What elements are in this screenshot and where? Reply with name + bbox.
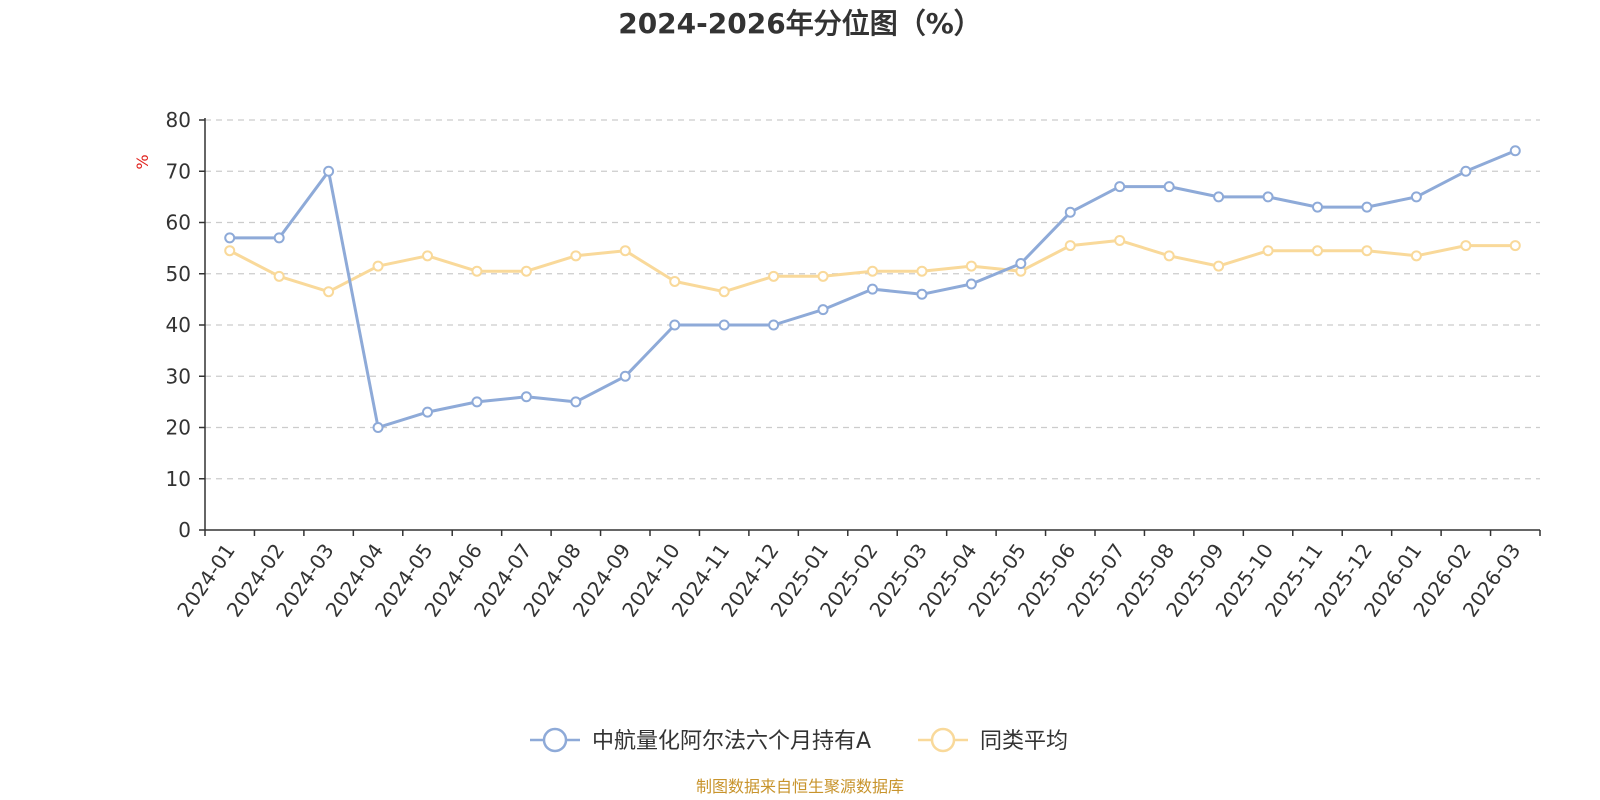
data-point[interactable] — [817, 270, 829, 282]
data-point[interactable] — [1114, 181, 1126, 193]
y-tick-label: 80 — [166, 108, 191, 132]
data-point[interactable] — [520, 265, 532, 277]
data-point[interactable] — [372, 422, 384, 433]
data-point[interactable] — [718, 319, 730, 331]
data-point[interactable] — [1460, 165, 1472, 177]
data-point[interactable] — [965, 260, 977, 272]
legend[interactable]: 中航量化阿尔法六个月持有A 同类平均 — [530, 727, 1068, 754]
data-point[interactable] — [1410, 191, 1422, 203]
source-note: 制图数据来自恒生聚源数据库 — [696, 777, 904, 796]
data-point[interactable] — [1015, 258, 1027, 269]
data-point[interactable] — [718, 286, 730, 298]
data-point[interactable] — [323, 165, 335, 177]
data-point[interactable] — [471, 265, 483, 277]
data-point[interactable] — [1163, 181, 1175, 193]
y-tick-label: 0 — [178, 518, 191, 542]
legend-label: 中航量化阿尔法六个月持有A — [592, 729, 871, 754]
data-point[interactable] — [1312, 201, 1323, 213]
data-point[interactable] — [1064, 240, 1076, 252]
legend-item[interactable]: 同类平均 — [918, 727, 1068, 754]
data-point[interactable] — [669, 275, 681, 287]
grid-lines — [205, 119, 1540, 480]
y-tick-label: 20 — [166, 416, 191, 440]
y-tick-label: 10 — [166, 467, 191, 491]
data-point[interactable] — [1262, 191, 1274, 203]
data-point[interactable] — [224, 232, 236, 244]
y-tick-label: 40 — [166, 313, 191, 337]
data-point[interactable] — [1509, 145, 1521, 157]
data-point[interactable] — [422, 250, 433, 262]
data-point[interactable] — [1361, 245, 1373, 257]
data-point[interactable] — [1460, 240, 1472, 252]
data-point[interactable] — [916, 288, 928, 300]
y-axis-unit: % — [133, 154, 152, 169]
data-point[interactable] — [1114, 234, 1126, 246]
data-point[interactable] — [669, 319, 681, 331]
axes: 010203040506070802024-012024-022024-0320… — [166, 108, 1541, 621]
data-point[interactable] — [916, 265, 928, 277]
legend-marker-icon — [542, 727, 568, 753]
legend-marker-icon — [930, 727, 956, 753]
data-point[interactable] — [1163, 250, 1175, 262]
data-point[interactable] — [768, 319, 780, 331]
data-point[interactable] — [323, 286, 335, 298]
data-point[interactable] — [471, 396, 483, 408]
data-point[interactable] — [1410, 250, 1422, 262]
series-lines — [224, 145, 1521, 433]
data-point[interactable] — [1509, 240, 1521, 252]
data-point[interactable] — [1361, 201, 1373, 213]
data-point[interactable] — [570, 396, 582, 408]
data-point[interactable] — [867, 265, 878, 277]
data-point[interactable] — [867, 283, 878, 295]
data-point[interactable] — [1213, 191, 1225, 203]
data-point[interactable] — [1213, 260, 1225, 272]
data-point[interactable] — [1064, 206, 1076, 218]
data-point[interactable] — [273, 232, 285, 244]
chart-title: 2024-2026年分位图（%） — [618, 7, 982, 40]
data-point[interactable] — [619, 370, 631, 382]
data-point[interactable] — [273, 270, 285, 282]
y-tick-label: 50 — [166, 262, 191, 286]
data-point[interactable] — [1262, 245, 1274, 257]
data-point[interactable] — [570, 250, 582, 262]
y-tick-label: 70 — [166, 159, 191, 183]
data-point[interactable] — [224, 245, 236, 257]
data-point[interactable] — [817, 304, 829, 316]
y-tick-label: 30 — [166, 364, 191, 388]
data-point[interactable] — [768, 270, 780, 282]
data-point[interactable] — [422, 406, 433, 418]
data-point[interactable] — [965, 278, 977, 290]
data-point[interactable] — [520, 391, 532, 403]
data-point[interactable] — [372, 260, 384, 272]
data-point[interactable] — [619, 245, 631, 257]
y-tick-label: 60 — [166, 211, 191, 235]
legend-label: 同类平均 — [980, 729, 1068, 754]
legend-item[interactable]: 中航量化阿尔法六个月持有A — [530, 727, 871, 754]
data-point[interactable] — [1312, 245, 1323, 257]
